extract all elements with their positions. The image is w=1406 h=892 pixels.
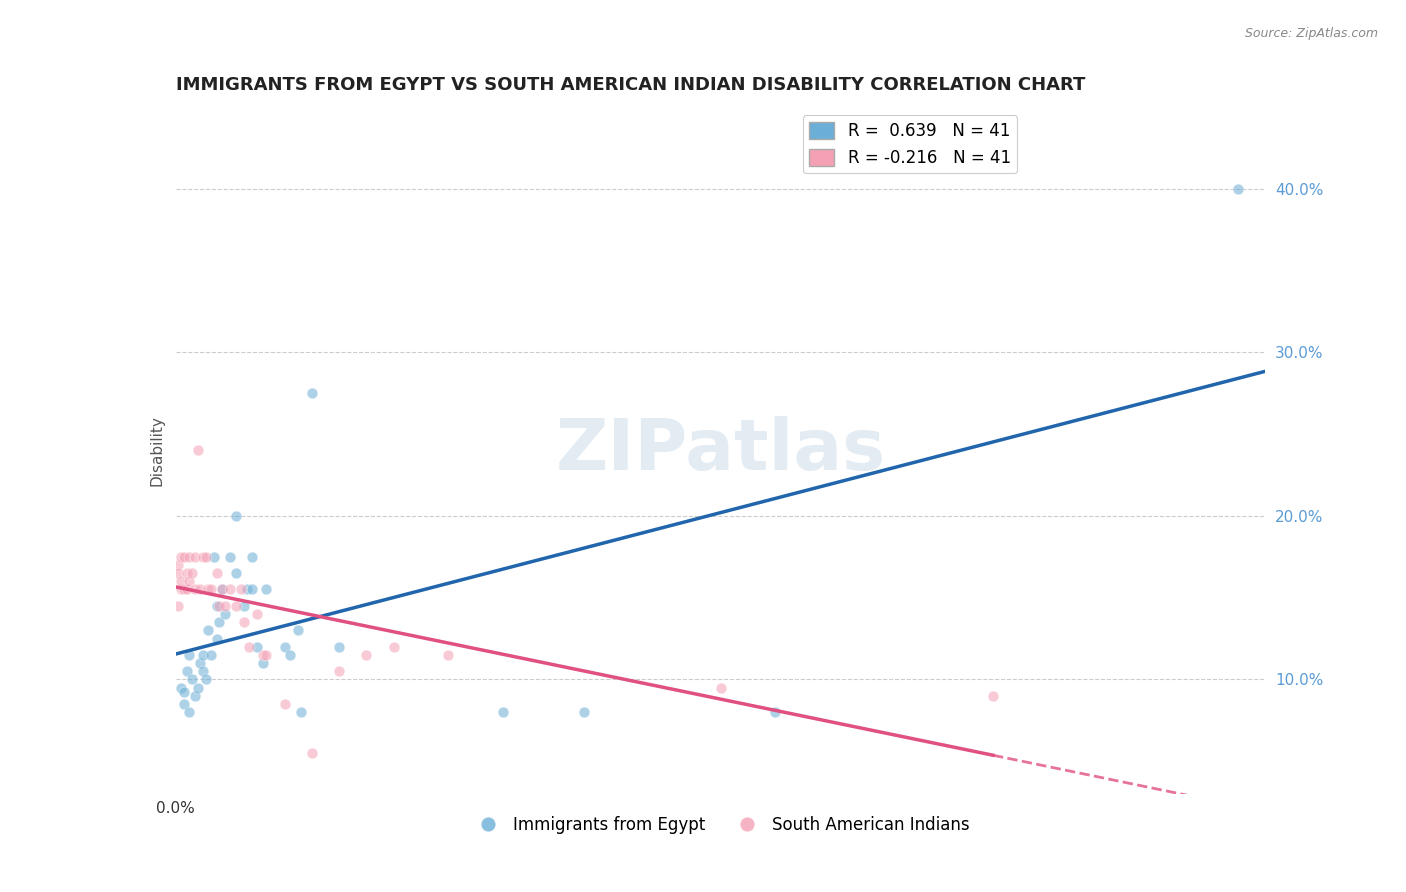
- Point: [225, 508, 247, 523]
- Point: [981, 689, 1004, 703]
- Point: [252, 648, 274, 662]
- Point: [437, 648, 460, 662]
- Text: IMMIGRANTS FROM EGYPT VS SOUTH AMERICAN INDIAN DISABILITY CORRELATION CHART: IMMIGRANTS FROM EGYPT VS SOUTH AMERICAN …: [176, 77, 1085, 95]
- Point: [173, 549, 195, 564]
- Text: Source: ZipAtlas.com: Source: ZipAtlas.com: [1244, 27, 1378, 40]
- Point: [274, 640, 297, 654]
- Text: ZIPatlas: ZIPatlas: [555, 416, 886, 485]
- Point: [763, 705, 786, 719]
- Point: [188, 582, 211, 597]
- Point: [194, 549, 217, 564]
- Point: [167, 566, 190, 580]
- Y-axis label: Disability: Disability: [149, 415, 165, 486]
- Point: [176, 582, 198, 597]
- Point: [173, 582, 195, 597]
- Point: [200, 582, 222, 597]
- Point: [200, 648, 222, 662]
- Point: [225, 566, 247, 580]
- Point: [181, 673, 204, 687]
- Point: [290, 705, 312, 719]
- Point: [170, 549, 193, 564]
- Point: [252, 656, 274, 670]
- Point: [574, 705, 596, 719]
- Point: [194, 673, 217, 687]
- Point: [191, 648, 214, 662]
- Point: [202, 549, 225, 564]
- Point: [328, 664, 350, 679]
- Point: [301, 746, 323, 760]
- Point: [181, 566, 204, 580]
- Point: [167, 558, 190, 572]
- Point: [173, 685, 195, 699]
- Point: [219, 549, 242, 564]
- Point: [382, 640, 405, 654]
- Point: [197, 624, 219, 638]
- Point: [205, 566, 228, 580]
- Point: [186, 443, 209, 458]
- Point: [211, 582, 233, 597]
- Point: [356, 648, 378, 662]
- Point: [179, 648, 201, 662]
- Point: [208, 599, 231, 613]
- Point: [231, 582, 253, 597]
- Point: [205, 599, 228, 613]
- Point: [173, 697, 195, 711]
- Point: [176, 664, 198, 679]
- Point: [184, 582, 207, 597]
- Point: [184, 549, 207, 564]
- Point: [246, 640, 269, 654]
- Point: [287, 624, 309, 638]
- Point: [274, 697, 297, 711]
- Point: [214, 607, 236, 621]
- Point: [179, 549, 201, 564]
- Point: [240, 582, 263, 597]
- Point: [179, 705, 201, 719]
- Point: [238, 640, 260, 654]
- Point: [167, 599, 190, 613]
- Point: [188, 656, 211, 670]
- Point: [710, 681, 733, 695]
- Point: [235, 582, 257, 597]
- Point: [225, 599, 247, 613]
- Point: [232, 615, 254, 630]
- Point: [232, 599, 254, 613]
- Point: [254, 582, 277, 597]
- Legend: Immigrants from Egypt, South American Indians: Immigrants from Egypt, South American In…: [465, 809, 976, 840]
- Point: [170, 681, 193, 695]
- Point: [1227, 182, 1250, 196]
- Point: [176, 566, 198, 580]
- Point: [191, 664, 214, 679]
- Point: [197, 582, 219, 597]
- Point: [191, 549, 214, 564]
- Point: [301, 386, 323, 401]
- Point: [186, 681, 209, 695]
- Point: [492, 705, 515, 719]
- Point: [205, 632, 228, 646]
- Point: [208, 615, 231, 630]
- Point: [170, 574, 193, 589]
- Point: [211, 582, 233, 597]
- Point: [214, 599, 236, 613]
- Point: [240, 549, 263, 564]
- Point: [179, 574, 201, 589]
- Point: [328, 640, 350, 654]
- Point: [254, 648, 277, 662]
- Point: [170, 582, 193, 597]
- Point: [278, 648, 301, 662]
- Text: 0.0%: 0.0%: [156, 801, 195, 816]
- Point: [184, 689, 207, 703]
- Point: [246, 607, 269, 621]
- Point: [219, 582, 242, 597]
